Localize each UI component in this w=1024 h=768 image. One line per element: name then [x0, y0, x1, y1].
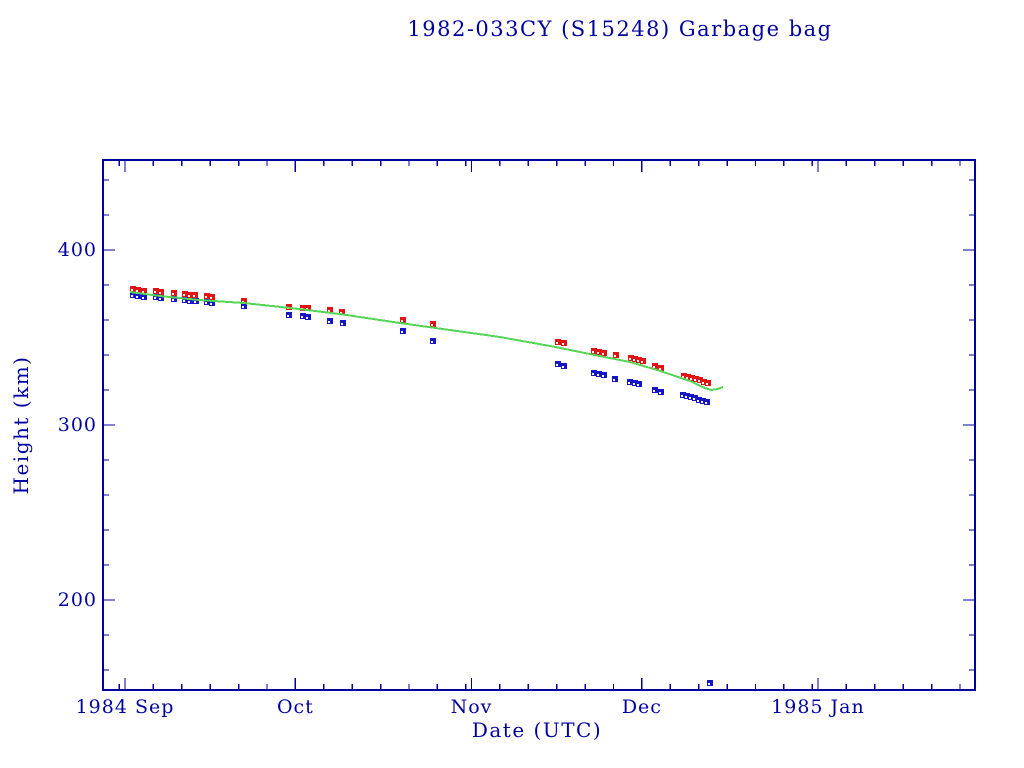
marker-center-dot [633, 383, 635, 385]
marker-center-dot [341, 323, 343, 325]
marker-center-dot [131, 295, 133, 297]
marker-center-dot [708, 683, 710, 685]
marker-center-dot [682, 376, 684, 378]
marker-center-dot [401, 320, 403, 322]
marker-center-dot [597, 374, 599, 376]
marker-center-dot [183, 300, 185, 302]
marker-center-dot [706, 383, 708, 385]
apogee-height-markers [130, 286, 711, 386]
marker-center-dot [685, 396, 687, 398]
x-tick-label: Nov [450, 696, 493, 718]
x-axis-title: Date (UTC) [471, 718, 603, 742]
marker-center-dot [154, 291, 156, 293]
marker-center-dot [613, 379, 615, 381]
marker-center-dot [653, 390, 655, 392]
marker-center-dot [690, 378, 692, 380]
marker-center-dot [431, 341, 433, 343]
marker-center-dot [637, 360, 639, 362]
marker-center-dot [637, 384, 639, 386]
y-axis-title: Height (km) [9, 355, 33, 495]
marker-center-dot [154, 297, 156, 299]
marker-center-dot [328, 321, 330, 323]
y-tick-label: 200 [57, 589, 97, 611]
marker-center-dot [306, 308, 308, 310]
marker-center-dot [210, 297, 212, 299]
marker-center-dot [205, 296, 207, 298]
marker-center-dot [614, 355, 616, 357]
marker-center-dot [131, 289, 133, 291]
marker-center-dot [183, 294, 185, 296]
marker-center-dot [287, 315, 289, 317]
x-tick-label: Oct [276, 696, 314, 718]
y-tick-label: 400 [57, 239, 97, 261]
marker-center-dot [136, 290, 138, 292]
marker-center-dot [681, 395, 683, 397]
marker-center-dot [659, 368, 661, 370]
marker-center-dot [602, 353, 604, 355]
marker-center-dot [188, 301, 190, 303]
marker-center-dot [172, 293, 174, 295]
marker-center-dot [193, 295, 195, 297]
marker-center-dot [159, 292, 161, 294]
y-tick-label: 300 [57, 414, 97, 436]
marker-center-dot [592, 351, 594, 353]
marker-center-dot [701, 401, 703, 403]
marker-center-dot [629, 358, 631, 360]
chart-title: 1982-033CY (S15248) Garbage bag [407, 17, 833, 41]
marker-center-dot [431, 324, 433, 326]
marker-center-dot [328, 310, 330, 312]
marker-center-dot [194, 301, 196, 303]
marker-center-dot [641, 361, 643, 363]
marker-center-dot [697, 400, 699, 402]
plot-frame [102, 159, 976, 691]
marker-center-dot [592, 373, 594, 375]
marker-center-dot [556, 364, 558, 366]
marker-center-dot [659, 392, 661, 394]
x-tick-label: 1985 Jan [771, 696, 865, 718]
marker-center-dot [205, 302, 207, 304]
marker-center-dot [698, 380, 700, 382]
marker-center-dot [628, 382, 630, 384]
perigee-height-markers [130, 292, 713, 686]
marker-center-dot [556, 342, 558, 344]
marker-center-dot [562, 343, 564, 345]
marker-center-dot [694, 379, 696, 381]
marker-center-dot [702, 382, 704, 384]
marker-center-dot [602, 375, 604, 377]
marker-center-dot [705, 402, 707, 404]
x-tick-label: Dec [621, 696, 662, 718]
marker-center-dot [340, 312, 342, 314]
marker-center-dot [188, 295, 190, 297]
marker-center-dot [142, 291, 144, 293]
marker-center-dot [142, 297, 144, 299]
marker-center-dot [136, 296, 138, 298]
marker-center-dot [159, 298, 161, 300]
marker-center-dot [562, 366, 564, 368]
marker-center-dot [693, 398, 695, 400]
x-tick-label: 1984 Sep [75, 696, 175, 718]
marker-center-dot [401, 331, 403, 333]
marker-center-dot [306, 317, 308, 319]
mean-height-line [129, 291, 724, 392]
marker-center-dot [633, 359, 635, 361]
marker-center-dot [597, 352, 599, 354]
marker-center-dot [653, 366, 655, 368]
marker-center-dot [301, 316, 303, 318]
marker-center-dot [172, 299, 174, 301]
marker-center-dot [242, 306, 244, 308]
marker-center-dot [686, 377, 688, 379]
marker-center-dot [210, 303, 212, 305]
marker-center-dot [689, 397, 691, 399]
